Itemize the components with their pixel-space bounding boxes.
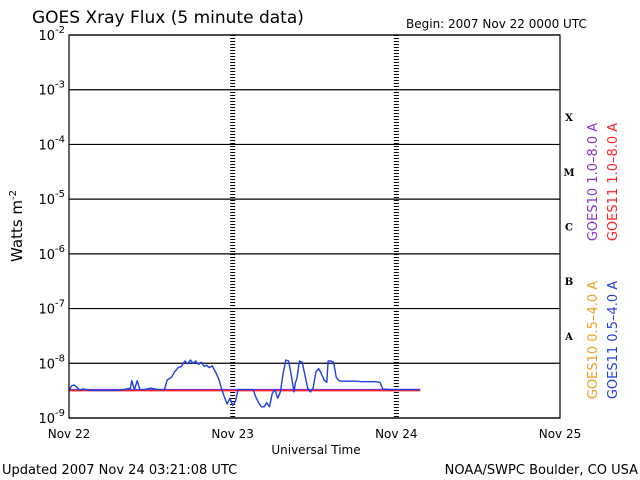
x-tick-label: Nov 24 bbox=[375, 427, 418, 441]
legend-entry: GOES10 0.5–4.0 A bbox=[586, 281, 601, 399]
y-axis-label: Watts m-2 bbox=[8, 190, 26, 262]
x-tick-labels: Nov 22 Nov 23 Nov 24 Nov 25 bbox=[48, 427, 582, 441]
flare-class-label: M bbox=[563, 168, 574, 179]
gridlines bbox=[69, 34, 560, 419]
plot-frame bbox=[68, 34, 561, 419]
x-tick-label: Nov 25 bbox=[539, 427, 582, 441]
day-ticks bbox=[230, 35, 399, 418]
chart-title: GOES Xray Flux (5 minute data) bbox=[32, 8, 304, 28]
legend-entry: GOES11 1.0–8.0 A bbox=[606, 123, 621, 241]
legend-entry: GOES10 1.0–8.0 A bbox=[586, 123, 601, 241]
y-tick-label: 10-2 bbox=[38, 25, 65, 44]
flare-class-label: C bbox=[565, 223, 573, 234]
y-tick-label: 10-7 bbox=[38, 299, 65, 318]
y-tick-label: 10-6 bbox=[38, 244, 65, 263]
x-tick-label: Nov 23 bbox=[211, 427, 254, 441]
series-line bbox=[68, 359, 421, 408]
updated-timestamp: Updated 2007 Nov 24 03:21:08 UTC bbox=[2, 463, 237, 478]
legend-entry: GOES11 0.5–4.0 A bbox=[606, 281, 621, 399]
x-tick-label: Nov 22 bbox=[48, 427, 91, 441]
begin-label: Begin: 2007 Nov 22 0000 UTC bbox=[406, 17, 587, 31]
flare-class-label: X bbox=[565, 113, 573, 124]
y-tick-label: 10-4 bbox=[38, 134, 65, 153]
y-tick-label: 10-9 bbox=[38, 408, 65, 427]
y-tick-labels: 10-9 10-8 10-7 10-6 10-5 10-4 10-3 10-2 bbox=[38, 25, 65, 427]
y-tick-label: 10-3 bbox=[38, 80, 65, 99]
y-tick-label: 10-8 bbox=[38, 353, 65, 372]
legend: GOES10 1.0–8.0 A GOES11 1.0–8.0 A GOES10 0… bbox=[586, 123, 621, 399]
flare-class-label: A bbox=[564, 332, 573, 343]
credit-text: NOAA/SWPC Boulder, CO USA bbox=[445, 463, 638, 478]
flare-class-labels: A B C M X bbox=[563, 113, 574, 343]
flare-class-label: B bbox=[565, 277, 573, 288]
y-tick-label: 10-5 bbox=[38, 189, 65, 208]
x-axis-label: Universal Time bbox=[271, 443, 360, 457]
series-layer bbox=[68, 359, 421, 408]
